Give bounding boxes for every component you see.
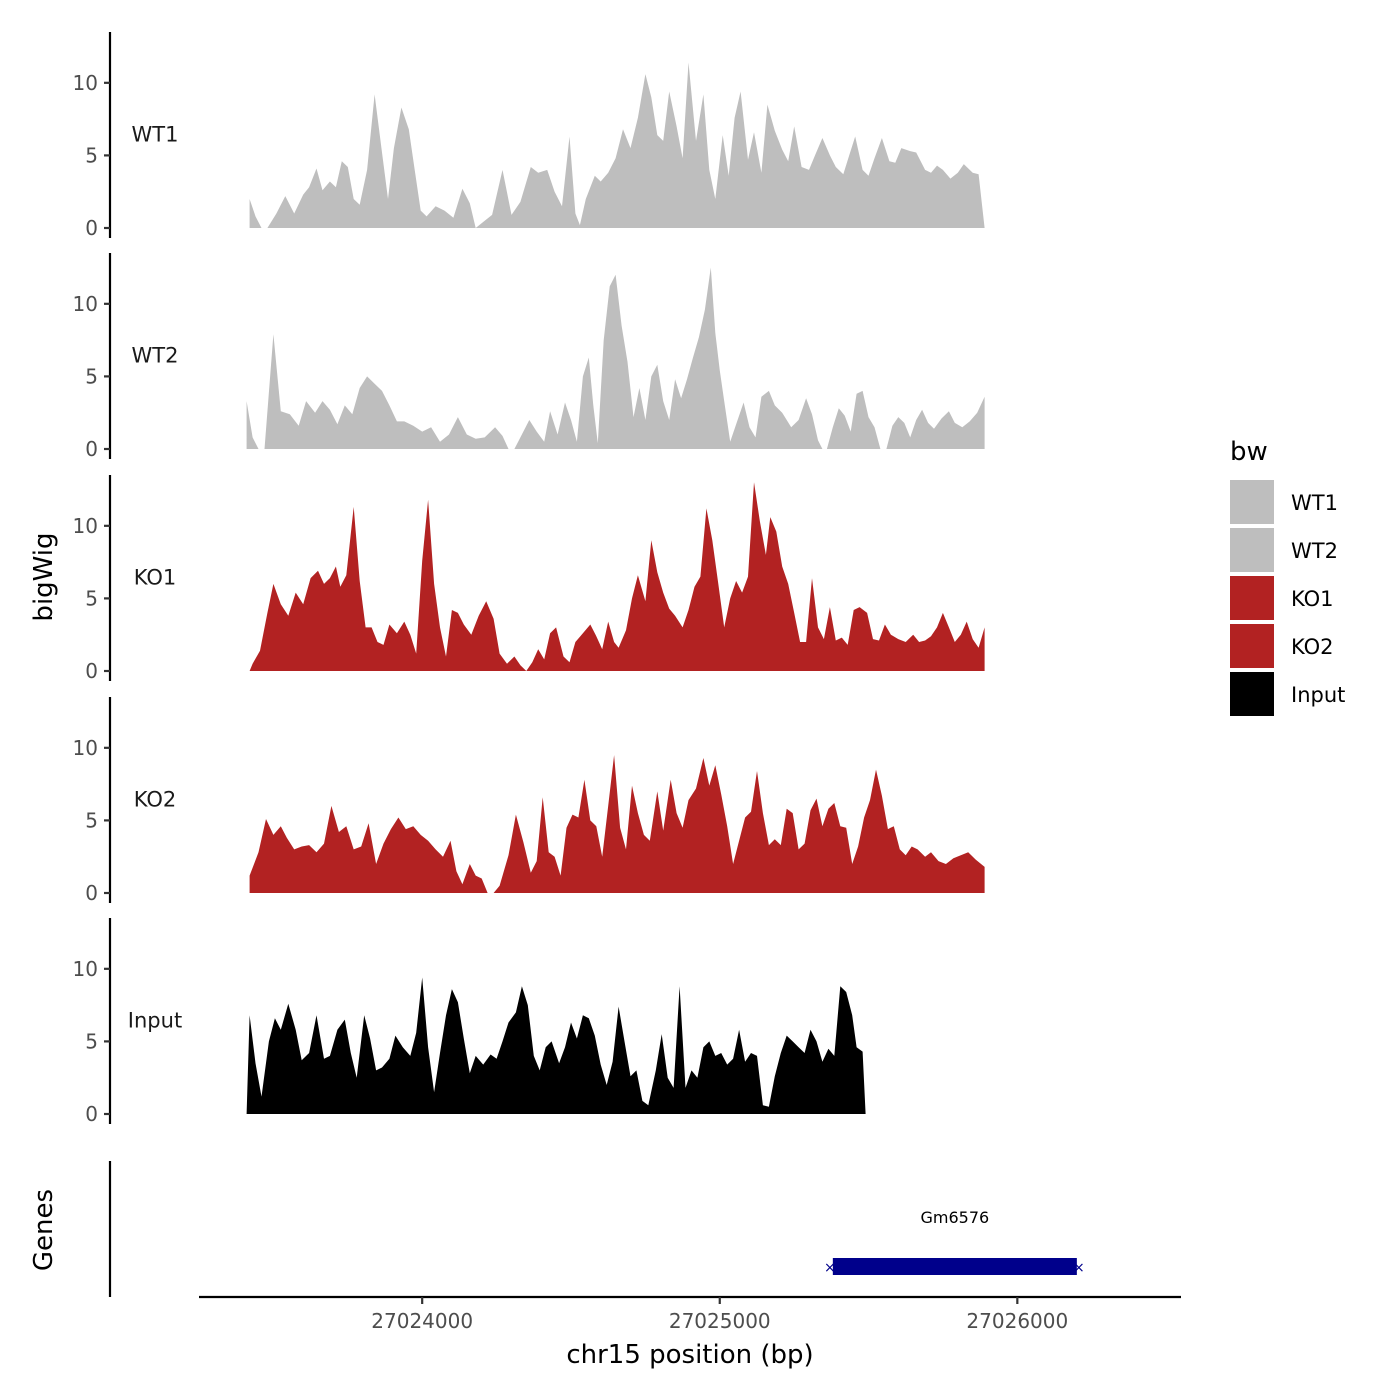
track-ko2: 0 5 10 KO2 [73, 697, 985, 905]
legend-key-wt1 [1230, 480, 1274, 524]
legend-key-ko1 [1230, 576, 1274, 620]
y-axis-title: bigWig [29, 532, 59, 621]
area-wt1 [249, 62, 985, 228]
track-label-wt2: WT2 [132, 344, 179, 368]
legend-title: bw [1230, 437, 1268, 467]
y-tick-label: 10 [73, 736, 98, 760]
x-tick-label: 27024000 [371, 1309, 473, 1333]
y-tick-label: 0 [85, 437, 98, 461]
y-tick-label: 0 [85, 881, 98, 905]
track-label-wt1: WT1 [132, 123, 179, 147]
area-ko1 [249, 482, 985, 671]
y-tick-label: 5 [85, 1029, 98, 1053]
y-tick-label: 0 [85, 216, 98, 240]
legend-label-wt2: WT2 [1291, 539, 1338, 563]
y-tick-label: 0 [85, 1102, 98, 1126]
track-wt1: 0 5 10 WT1 [73, 32, 985, 240]
genes-track: × × Gm6576 [108, 1161, 1085, 1297]
area-ko2 [249, 755, 985, 893]
legend-label-ko2: KO2 [1291, 635, 1334, 659]
y-tick-label: 5 [85, 364, 98, 388]
y-tick-label: 10 [73, 957, 98, 981]
genes-axis-title: Genes [29, 1189, 59, 1271]
gene-body [832, 1258, 1077, 1275]
legend-key-ko2 [1230, 624, 1274, 668]
legend-key-input [1230, 672, 1274, 716]
area-input [246, 977, 866, 1114]
x-tick-label: 27025000 [669, 1309, 771, 1333]
gene-strand-marker: × [824, 1260, 836, 1276]
y-tick-label: 10 [73, 292, 98, 316]
track-input: 0 5 10 Input [73, 918, 866, 1126]
x-axis: 27024000 27025000 27026000 [199, 1295, 1181, 1333]
track-label-input: Input [128, 1009, 182, 1033]
tracks-layer: 0 5 10 WT1 0 5 10 WT2 0 5 10 KO1 0 5 10 KO2 0 5 10 Input [73, 32, 985, 1126]
area-wt2 [246, 267, 985, 449]
y-tick-label: 10 [73, 71, 98, 95]
y-tick-label: 10 [73, 514, 98, 538]
y-tick-label: 5 [85, 143, 98, 167]
legend-key-wt2 [1230, 528, 1274, 572]
gene-label: Gm6576 [920, 1208, 989, 1227]
track-wt2: 0 5 10 WT2 [73, 253, 985, 461]
legend-label-ko1: KO1 [1291, 587, 1334, 611]
track-label-ko1: KO1 [134, 566, 177, 590]
track-label-ko2: KO2 [134, 788, 177, 812]
y-tick-label: 5 [85, 586, 98, 610]
y-tick-label: 0 [85, 659, 98, 683]
y-tick-label: 5 [85, 808, 98, 832]
legend-label-wt1: WT1 [1291, 491, 1338, 515]
x-tick-label: 27026000 [966, 1309, 1068, 1333]
x-axis-title: chr15 position (bp) [566, 1340, 813, 1370]
track-ko1: 0 5 10 KO1 [73, 475, 985, 683]
gene-strand-marker: × [1073, 1260, 1085, 1276]
legend-label-input: Input [1291, 683, 1345, 707]
legend: bw WT1 WT2 KO1 KO2 Input [1230, 437, 1345, 716]
